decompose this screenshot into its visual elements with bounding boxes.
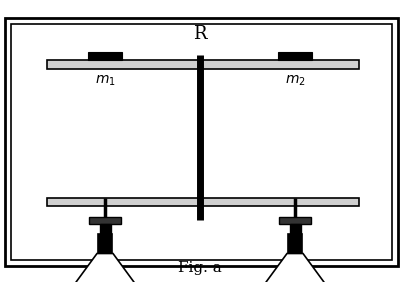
Text: R: R <box>193 25 207 43</box>
Bar <box>289 224 301 233</box>
Text: $m_1$: $m_1$ <box>95 74 115 88</box>
Bar <box>278 52 312 60</box>
Bar <box>279 217 311 224</box>
Bar <box>89 217 121 224</box>
Bar <box>88 52 122 60</box>
Bar <box>47 198 359 206</box>
Polygon shape <box>75 254 135 282</box>
Polygon shape <box>265 254 325 282</box>
Bar <box>288 233 302 254</box>
Bar <box>100 224 110 233</box>
Bar <box>98 233 112 254</box>
Text: $m_2$: $m_2$ <box>285 74 305 88</box>
Bar <box>5 18 398 266</box>
Text: Fig. a: Fig. a <box>178 261 222 275</box>
Bar <box>47 60 359 69</box>
Bar <box>11 24 392 260</box>
